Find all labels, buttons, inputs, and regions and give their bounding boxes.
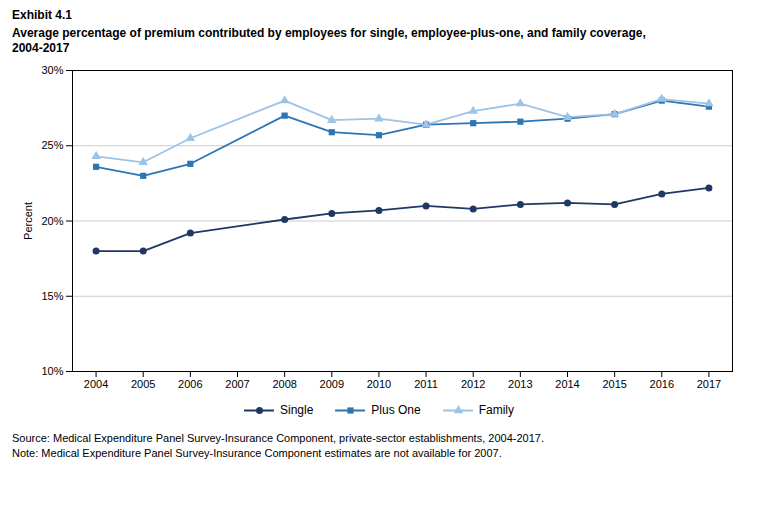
svg-text:30%: 30% — [41, 64, 63, 76]
html-text:Exhibit 4.1: Exhibit 4.1 — [12, 8, 72, 22]
svg-text:2005: 2005 — [131, 378, 155, 390]
svg-text:2017: 2017 — [697, 378, 721, 390]
svg-text:2011: 2011 — [414, 378, 438, 390]
html-text:Source: Medical Expenditure Pa: Source: Medical Expenditure Panel Survey… — [12, 432, 544, 444]
svg-text:2007: 2007 — [225, 378, 249, 390]
svg-text:2012: 2012 — [461, 378, 485, 390]
svg-text:2015: 2015 — [602, 378, 626, 390]
html-text:Average percentage of premium: Average percentage of premium contribute… — [12, 26, 646, 40]
svg-text:2006: 2006 — [178, 378, 202, 390]
html-text:Note: Medical Expenditure Pane: Note: Medical Expenditure Panel Survey-I… — [12, 447, 502, 459]
html-text:Plus One: Plus One — [371, 403, 421, 417]
svg-text:15%: 15% — [41, 290, 63, 302]
svg-text:2010: 2010 — [367, 378, 391, 390]
svg-text:2014: 2014 — [555, 378, 579, 390]
svg-text:10%: 10% — [41, 365, 63, 377]
svg-text:25%: 25% — [41, 139, 63, 151]
svg-text:2013: 2013 — [508, 378, 532, 390]
svg-text:2016: 2016 — [650, 378, 674, 390]
svg-text:20%: 20% — [41, 215, 63, 227]
svg-text:Percent: Percent — [22, 202, 34, 240]
svg-text:2009: 2009 — [320, 378, 344, 390]
html-text:Family: Family — [478, 403, 514, 417]
html-text:Single: Single — [280, 403, 314, 417]
svg-text:2008: 2008 — [272, 378, 296, 390]
svg-text:2004: 2004 — [84, 378, 108, 390]
html-text:2004-2017: 2004-2017 — [12, 41, 70, 55]
